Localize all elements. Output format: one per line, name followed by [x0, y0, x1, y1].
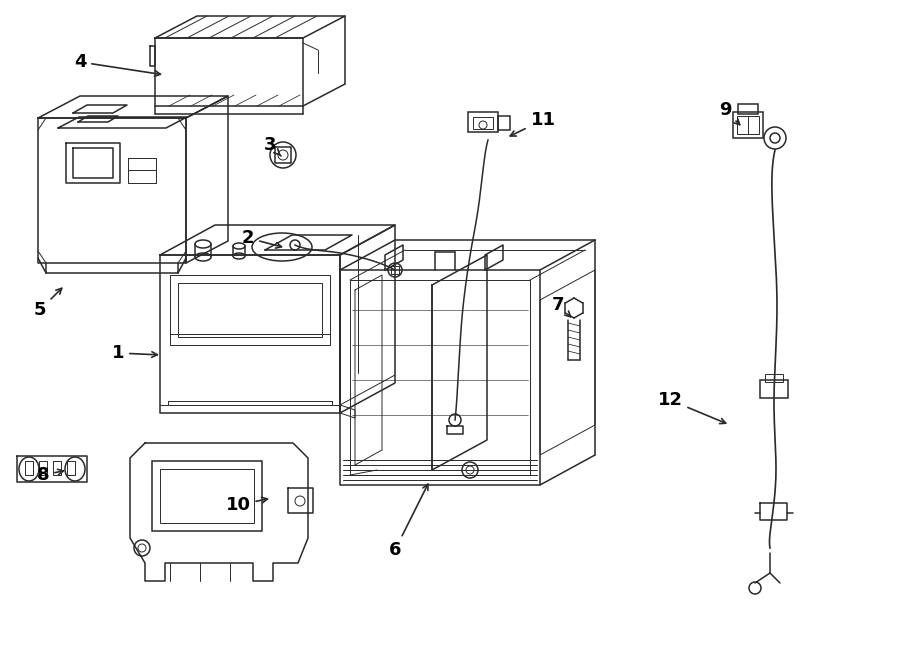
Bar	[760, 380, 788, 398]
Bar	[765, 374, 783, 382]
Text: 7: 7	[552, 296, 571, 317]
Text: 10: 10	[226, 496, 267, 514]
Bar	[39, 461, 47, 475]
Bar	[152, 461, 262, 531]
Bar	[473, 117, 493, 129]
Bar	[25, 461, 33, 475]
Text: 1: 1	[112, 344, 158, 362]
Text: 5: 5	[34, 288, 62, 319]
Text: 9: 9	[719, 101, 740, 125]
Text: 11: 11	[510, 111, 555, 136]
Bar	[733, 112, 763, 138]
Bar	[498, 116, 510, 130]
Text: 3: 3	[264, 136, 281, 156]
Bar	[738, 104, 758, 114]
Bar	[468, 112, 498, 132]
Bar	[160, 469, 254, 523]
Text: 8: 8	[37, 466, 63, 484]
Bar	[67, 461, 75, 475]
Bar	[53, 461, 61, 475]
Text: 12: 12	[658, 391, 725, 424]
Bar	[737, 116, 759, 134]
Text: 6: 6	[389, 484, 428, 559]
Text: 4: 4	[74, 53, 160, 76]
Text: 2: 2	[242, 229, 282, 248]
Bar	[391, 266, 399, 274]
